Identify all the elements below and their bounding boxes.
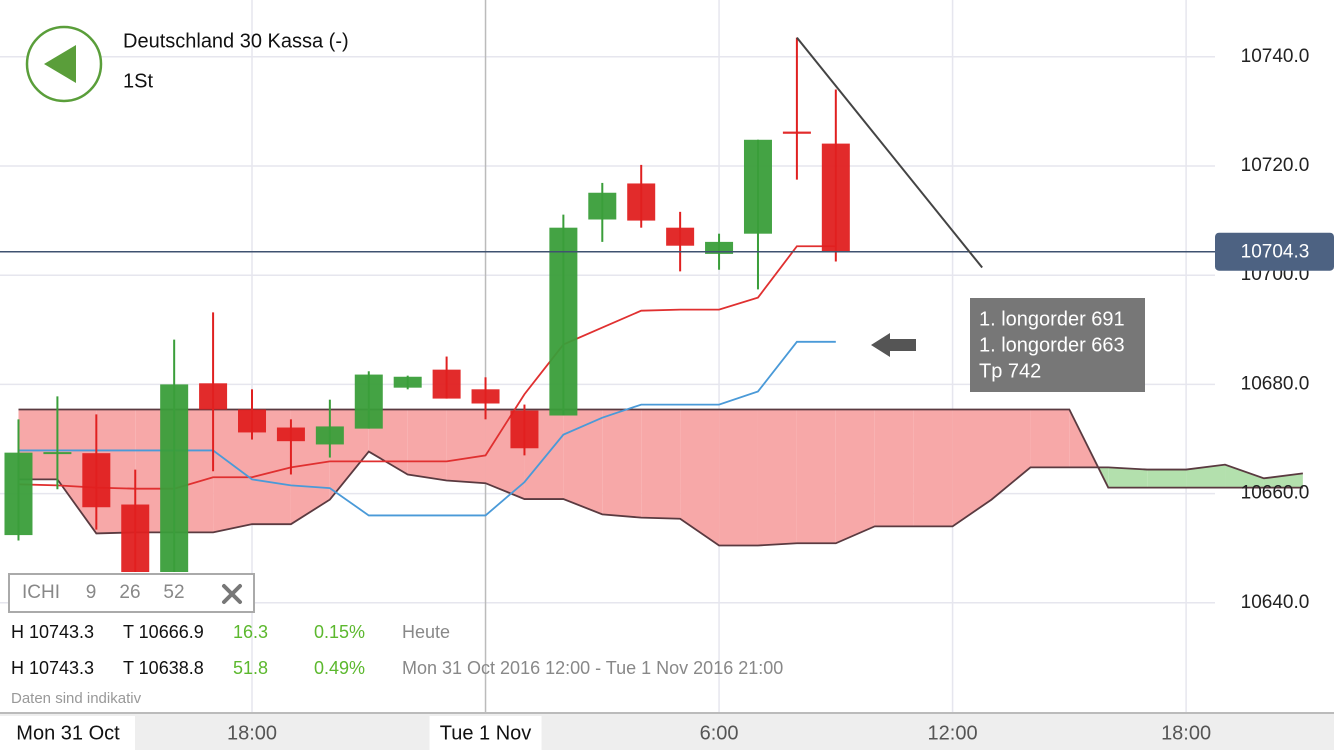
note-box — [970, 298, 1145, 392]
indicator-param: 26 — [119, 582, 140, 603]
date-label: Mon 31 Oct — [16, 722, 120, 744]
y-tick-label: 10660.0 — [1241, 483, 1310, 504]
x-tick-label: 12:00 — [928, 722, 978, 744]
last-price-label: 10704.3 — [1241, 242, 1310, 263]
note-text: Tp 742 — [979, 360, 1041, 382]
candle-body — [315, 426, 344, 445]
y-tick-label: 10720.0 — [1241, 155, 1310, 176]
candle-body — [354, 374, 383, 429]
cloud-fill — [874, 409, 914, 527]
x-tick-label: 6:00 — [700, 722, 739, 744]
candle-body — [432, 369, 461, 399]
stat-text: T 10666.9 — [123, 622, 204, 642]
candle-body — [199, 383, 228, 410]
stat-text: 0.49% — [314, 658, 365, 678]
indicator-line — [18, 245, 836, 490]
arrow-icon — [871, 333, 916, 357]
back-icon — [44, 45, 76, 83]
chart-interval: 1St — [123, 70, 153, 92]
candle-body — [510, 410, 539, 449]
candle-body — [666, 227, 695, 246]
x-tick-label: Tue 1 Nov — [440, 722, 532, 744]
cloud-fill — [680, 409, 720, 546]
chart-title: Deutschland 30 Kassa (-) — [123, 30, 349, 52]
stat-text: Heute — [402, 622, 450, 642]
indicator-param: 9 — [86, 582, 97, 603]
note-text: 1. longorder 691 — [979, 308, 1125, 330]
cloud-fill — [563, 409, 603, 515]
stat-text: Mon 31 Oct 2016 12:00 - Tue 1 Nov 2016 2… — [402, 658, 783, 678]
y-tick-label: 10740.0 — [1241, 46, 1310, 67]
cloud-span-a — [18, 408, 1303, 489]
cloud-fill — [1263, 473, 1303, 488]
cloud-fill — [213, 409, 253, 533]
cloud-fill — [641, 409, 681, 519]
x-tick-label: 18:00 — [1161, 722, 1211, 744]
cloud-fill — [407, 409, 447, 481]
candle-body — [43, 452, 72, 455]
candle-body — [627, 183, 656, 221]
candle-body — [393, 376, 422, 388]
date-label-box — [0, 716, 135, 750]
cloud-fill — [602, 409, 642, 518]
candle-body — [782, 131, 811, 134]
candle-body — [549, 227, 578, 416]
stat-text: H 10743.3 — [11, 622, 94, 642]
stat-text: H 10743.3 — [11, 658, 94, 678]
candle-body — [471, 389, 500, 404]
candles — [4, 37, 850, 572]
cloud-fill — [1186, 464, 1226, 488]
indicator-line — [18, 340, 836, 517]
candle-body — [705, 241, 734, 254]
cloud-fill — [1147, 469, 1187, 488]
candle-body — [743, 139, 772, 234]
cloud-fill — [719, 409, 758, 546]
candle-body — [82, 453, 111, 508]
cloud-fill — [757, 409, 797, 546]
candle-body — [588, 192, 617, 220]
cloud-fill — [952, 409, 992, 527]
cloud-fill — [1108, 467, 1148, 488]
y-tick-label: 10680.0 — [1241, 373, 1310, 394]
candle-body — [121, 504, 150, 572]
candle-body — [160, 384, 189, 572]
cloud-fill — [1030, 409, 1070, 468]
indicator-name: ICHI — [22, 582, 60, 603]
cloud-fill — [1225, 464, 1264, 488]
y-tick-label: 10640.0 — [1241, 592, 1310, 613]
date-label-box — [429, 716, 542, 750]
indicator-param: 52 — [163, 582, 184, 603]
candle-body — [238, 409, 267, 433]
cloud-fill — [913, 409, 953, 527]
cloud-fill — [991, 409, 1031, 500]
x-axis-bar — [0, 713, 1334, 750]
stat-text: 0.15% — [314, 622, 365, 642]
stat-text: 51.8 — [233, 658, 268, 678]
stat-text: 16.3 — [233, 622, 268, 642]
cloud-fill — [835, 409, 875, 544]
note-text: 1. longorder 663 — [979, 334, 1125, 356]
candle-body — [276, 427, 305, 442]
x-tick-label: 18:00 — [227, 722, 277, 744]
disclaimer: Daten sind indikativ — [11, 690, 142, 707]
last-price-box — [1215, 232, 1334, 271]
indicator-box[interactable] — [8, 573, 255, 613]
cloud-fill — [796, 409, 836, 544]
candle-body — [4, 452, 33, 536]
stat-text: T 10638.8 — [123, 658, 204, 678]
trend-line — [796, 37, 983, 269]
cloud-span-b — [18, 450, 1303, 547]
cloud-fill — [446, 409, 486, 484]
close-icon[interactable] — [222, 584, 242, 604]
candle-body — [821, 143, 850, 252]
